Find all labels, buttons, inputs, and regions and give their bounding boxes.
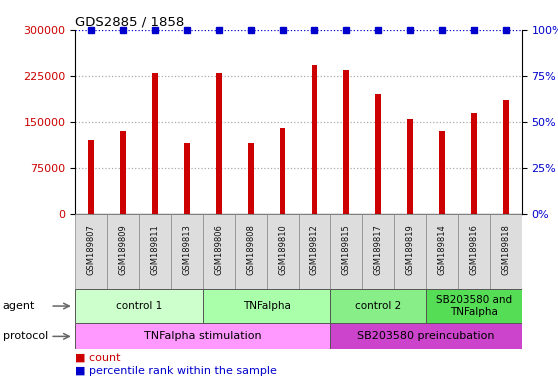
Bar xyxy=(121,131,126,214)
Bar xyxy=(394,214,426,289)
Bar xyxy=(184,143,190,214)
Text: GSM189811: GSM189811 xyxy=(151,225,160,275)
Bar xyxy=(407,119,413,214)
Text: GSM189810: GSM189810 xyxy=(278,225,287,275)
Text: protocol: protocol xyxy=(3,331,48,341)
Bar xyxy=(490,214,522,289)
Text: GSM189817: GSM189817 xyxy=(374,224,383,275)
Text: GSM189807: GSM189807 xyxy=(87,224,96,275)
Bar xyxy=(503,100,509,214)
Text: ■ percentile rank within the sample: ■ percentile rank within the sample xyxy=(75,366,277,376)
Bar xyxy=(152,73,158,214)
Bar xyxy=(235,214,267,289)
Text: GSM189814: GSM189814 xyxy=(437,225,446,275)
Bar xyxy=(171,214,203,289)
Text: GSM189818: GSM189818 xyxy=(501,224,510,275)
Text: TNFalpha stimulation: TNFalpha stimulation xyxy=(144,331,262,341)
Text: GSM189806: GSM189806 xyxy=(214,224,223,275)
Bar xyxy=(311,65,318,214)
Text: control 1: control 1 xyxy=(116,301,162,311)
Bar xyxy=(75,289,203,323)
Bar xyxy=(426,289,522,323)
Text: GSM189809: GSM189809 xyxy=(119,225,128,275)
Bar xyxy=(203,214,235,289)
Text: GDS2885 / 1858: GDS2885 / 1858 xyxy=(75,15,185,28)
Text: GSM189808: GSM189808 xyxy=(246,224,255,275)
Text: GSM189813: GSM189813 xyxy=(182,224,191,275)
Bar xyxy=(248,143,253,214)
Bar xyxy=(216,73,222,214)
Bar xyxy=(426,214,458,289)
Text: TNFalpha: TNFalpha xyxy=(243,301,291,311)
Text: control 2: control 2 xyxy=(355,301,401,311)
Bar xyxy=(280,128,286,214)
Text: GSM189819: GSM189819 xyxy=(406,225,415,275)
Text: ■ count: ■ count xyxy=(75,353,121,362)
Bar xyxy=(362,214,394,289)
Text: GSM189812: GSM189812 xyxy=(310,225,319,275)
Bar xyxy=(88,140,94,214)
Text: GSM189816: GSM189816 xyxy=(469,224,478,275)
Bar xyxy=(330,214,362,289)
Text: agent: agent xyxy=(3,301,35,311)
Bar xyxy=(471,113,477,214)
Bar xyxy=(344,70,349,214)
Bar xyxy=(75,323,330,349)
Bar xyxy=(458,214,490,289)
Bar xyxy=(267,214,299,289)
Bar xyxy=(203,289,330,323)
Text: SB203580 preincubation: SB203580 preincubation xyxy=(357,331,495,341)
Bar xyxy=(330,323,522,349)
Bar xyxy=(107,214,139,289)
Bar xyxy=(439,131,445,214)
Bar xyxy=(139,214,171,289)
Bar xyxy=(75,214,107,289)
Text: SB203580 and
TNFalpha: SB203580 and TNFalpha xyxy=(436,295,512,317)
Bar xyxy=(299,214,330,289)
Text: GSM189815: GSM189815 xyxy=(342,225,351,275)
Bar xyxy=(376,94,381,214)
Bar xyxy=(330,289,426,323)
